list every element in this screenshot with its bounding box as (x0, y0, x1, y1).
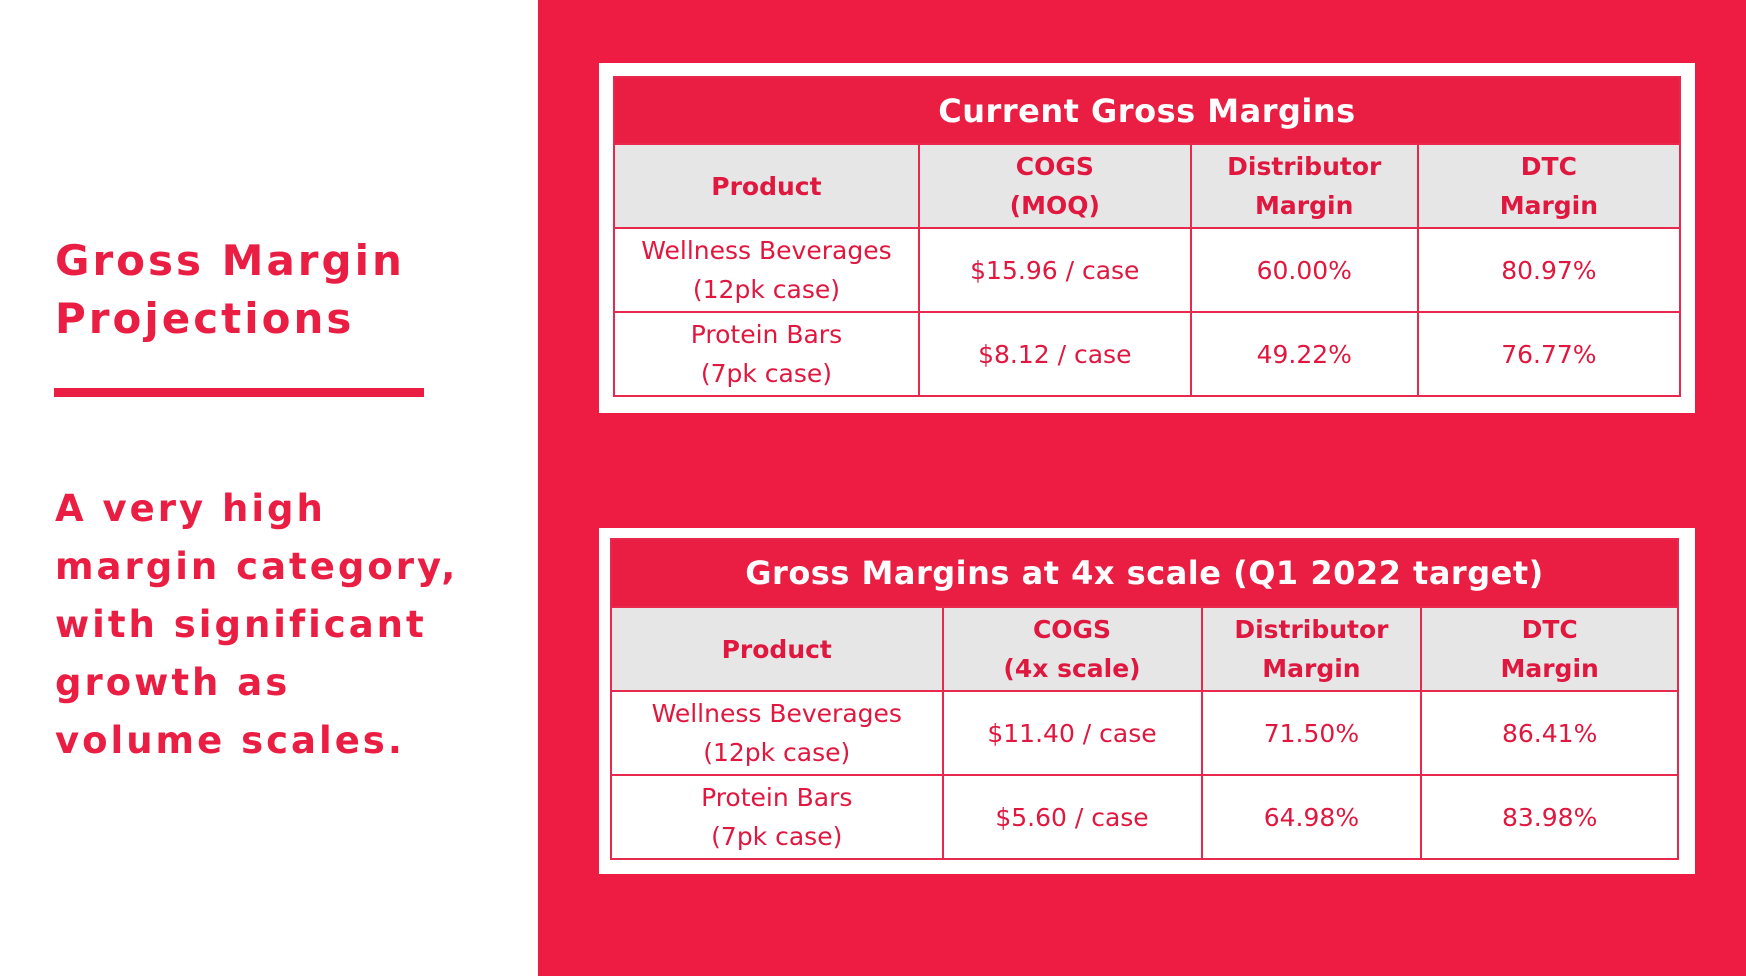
header-cogs: COGS (MOQ) (917, 143, 1192, 230)
cogs-cell: $11.40 / case (941, 690, 1203, 777)
product-cell: Wellness Beverages (12pk case) (610, 690, 944, 777)
body-line-2: margin category, (55, 545, 459, 588)
header-product: Product (613, 143, 920, 230)
product-pack: (12pk case) (692, 275, 840, 305)
product-pack: (7pk case) (700, 359, 833, 389)
product-name: Protein Bars (690, 320, 843, 350)
product-pack: (7pk case) (711, 822, 843, 852)
left-panel: Gross Margin Projections A very high mar… (0, 0, 538, 976)
cogs-cell: $5.60 / case (941, 774, 1203, 860)
header-dtc-line-2: Margin (1500, 654, 1599, 684)
table-header-row: Product COGS (MOQ) Distributor Margin DT… (613, 143, 1682, 230)
header-distributor-line-1: Distributor (1227, 152, 1382, 182)
product-name: Wellness Beverages (641, 236, 892, 266)
table-row: Wellness Beverages (12pk case) $15.96 / … (613, 227, 1682, 314)
header-distributor-line-1: Distributor (1234, 615, 1389, 645)
table-row: Wellness Beverages (12pk case) $11.40 / … (610, 690, 1679, 777)
scaled-margins-table: Gross Margins at 4x scale (Q1 2022 targe… (610, 537, 1679, 860)
dtc-margin-cell: 83.98% (1420, 774, 1679, 860)
product-cell: Wellness Beverages (12pk case) (613, 227, 920, 314)
product-cell: Protein Bars (7pk case) (610, 774, 944, 860)
product-name: Wellness Beverages (651, 699, 902, 729)
header-distributor-margin: Distributor Margin (1200, 606, 1423, 693)
slide-title: Gross Margin Projections (55, 232, 525, 348)
header-cogs-line-1: COGS (1032, 615, 1112, 645)
cogs-cell: $15.96 / case (917, 227, 1192, 314)
table-title-row: Current Gross Margins (613, 75, 1681, 146)
header-dtc-margin: DTC Margin (1416, 143, 1682, 230)
product-name: Protein Bars (701, 783, 853, 813)
header-cogs-line-2: (4x scale) (1003, 654, 1141, 684)
scaled-margins-card: Gross Margins at 4x scale (Q1 2022 targe… (599, 528, 1695, 874)
header-distributor-margin: Distributor Margin (1189, 143, 1419, 230)
distributor-margin-cell: 64.98% (1200, 774, 1423, 860)
product-cell: Protein Bars (7pk case) (613, 311, 920, 397)
body-line-5: volume scales. (55, 719, 405, 762)
body-line-1: A very high (55, 487, 326, 530)
slide-body-text: A very high margin category, with signif… (55, 480, 535, 770)
table-title-row: Gross Margins at 4x scale (Q1 2022 targe… (610, 537, 1679, 609)
body-line-4: growth as (55, 661, 291, 704)
header-distributor-line-2: Margin (1255, 191, 1354, 221)
table-header-row: Product COGS (4x scale) Distributor Marg… (610, 606, 1679, 693)
slide-title-line-1: Gross Margin (55, 236, 405, 285)
body-line-3: with significant (55, 603, 427, 646)
title-underline (54, 388, 424, 397)
header-product-label: Product (721, 634, 832, 664)
table-title: Current Gross Margins (613, 75, 1681, 146)
right-panel: Current Gross Margins Product COGS (MOQ)… (538, 0, 1746, 976)
distributor-margin-cell: 71.50% (1200, 690, 1423, 777)
cogs-cell: $8.12 / case (917, 311, 1192, 397)
distributor-margin-cell: 60.00% (1189, 227, 1419, 314)
dtc-margin-cell: 76.77% (1416, 311, 1682, 397)
current-margins-card: Current Gross Margins Product COGS (MOQ)… (599, 63, 1695, 413)
header-dtc-line-2: Margin (1499, 191, 1599, 221)
table-row: Protein Bars (7pk case) $5.60 / case 64.… (610, 774, 1679, 860)
table-title: Gross Margins at 4x scale (Q1 2022 targe… (610, 537, 1679, 609)
header-cogs: COGS (4x scale) (941, 606, 1203, 693)
header-product: Product (610, 606, 944, 693)
header-cogs-line-1: COGS (1015, 152, 1094, 182)
dtc-margin-cell: 80.97% (1416, 227, 1682, 314)
header-dtc-line-1: DTC (1520, 152, 1577, 182)
header-dtc-margin: DTC Margin (1420, 606, 1679, 693)
current-margins-table: Current Gross Margins Product COGS (MOQ)… (613, 75, 1682, 397)
dtc-margin-cell: 86.41% (1420, 690, 1679, 777)
product-pack: (12pk case) (703, 738, 851, 768)
header-product-label: Product (711, 171, 822, 201)
header-cogs-line-2: (MOQ) (1009, 191, 1100, 221)
distributor-margin-cell: 49.22% (1189, 311, 1419, 397)
header-distributor-line-2: Margin (1262, 654, 1361, 684)
slide-title-line-2: Projections (55, 294, 355, 343)
table-row: Protein Bars (7pk case) $8.12 / case 49.… (613, 311, 1682, 397)
header-dtc-line-1: DTC (1521, 615, 1578, 645)
